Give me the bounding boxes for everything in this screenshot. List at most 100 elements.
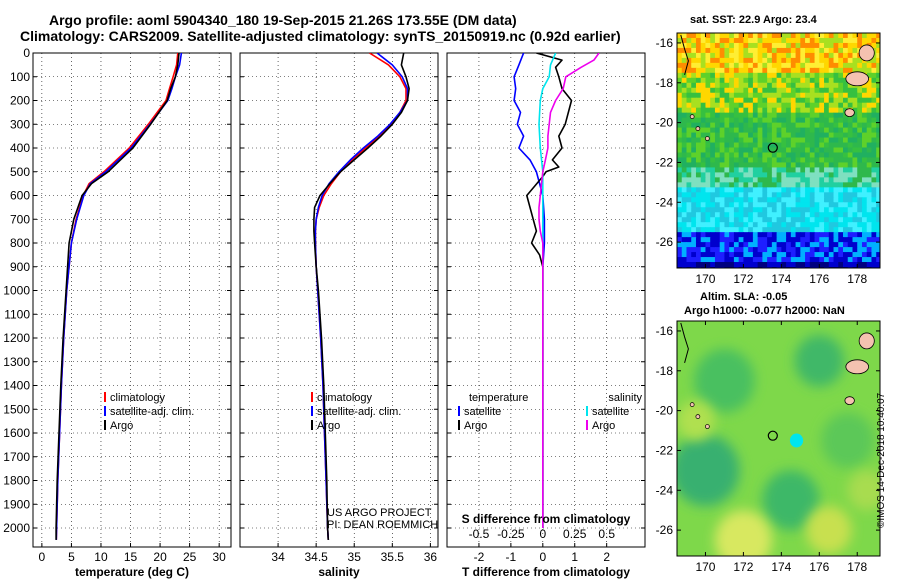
- sst-pixel: [861, 152, 868, 159]
- sst-pixel: [738, 162, 745, 169]
- map-lon-label: 174: [771, 560, 791, 574]
- sst-pixel: [691, 117, 697, 124]
- sst-pixel: [748, 97, 754, 104]
- sst-pixel: [876, 232, 880, 238]
- sst-pixel: [677, 47, 683, 54]
- sst-pixel: [819, 87, 825, 94]
- sst-pixel: [738, 92, 745, 99]
- sst-pixel: [871, 192, 877, 198]
- sst-pixel: [833, 37, 839, 44]
- sst-pixel: [795, 207, 801, 213]
- imos-watermark: ©IMOS 14-Dec-2018 10:40:07: [876, 392, 887, 528]
- sst-pixel: [719, 232, 726, 238]
- sst-pixel: [714, 87, 721, 94]
- sst-pixel: [800, 182, 806, 188]
- sst-pixel: [871, 77, 877, 84]
- sst-pixel: [733, 227, 740, 233]
- sst-pixel: [866, 192, 873, 198]
- sst-pixel: [686, 62, 692, 69]
- series-line-climatology: [55, 53, 179, 540]
- sst-pixel: [719, 177, 726, 183]
- sst-pixel: [738, 57, 745, 64]
- map-lon-label: 176: [809, 272, 829, 286]
- sst-pixel: [743, 182, 749, 188]
- sst-pixel: [838, 132, 844, 139]
- sst-pixel: [852, 102, 858, 109]
- sst-pixel: [876, 122, 880, 129]
- sst-pixel: [795, 187, 801, 193]
- sst-pixel: [762, 92, 768, 99]
- sst-pixel: [790, 127, 797, 134]
- sst-pixel: [776, 252, 782, 258]
- sst-pixel: [762, 37, 768, 44]
- sst-pixel: [838, 192, 844, 198]
- sst-pixel: [695, 147, 702, 154]
- sst-pixel: [700, 227, 707, 233]
- sst-pixel: [828, 107, 835, 114]
- sst-pixel: [771, 47, 778, 54]
- sst-pixel: [819, 187, 825, 193]
- sst-pixel: [705, 122, 711, 129]
- sst-pixel: [771, 227, 778, 233]
- sst-pixel: [828, 217, 835, 223]
- sst-pixel: [871, 182, 877, 188]
- sst-pixel: [738, 242, 745, 248]
- title-line-2: Climatology: CARS2009. Satellite-adjuste…: [20, 28, 621, 44]
- legend-label: climatology: [317, 392, 373, 404]
- sst-pixel: [719, 207, 726, 213]
- map-lat-label: -16: [656, 324, 674, 338]
- sst-pixel: [771, 182, 778, 188]
- sst-pixel: [805, 242, 811, 248]
- sst-pixel: [733, 242, 740, 248]
- sst-pixel: [809, 247, 816, 253]
- sst-pixel: [762, 82, 768, 89]
- sst-pixel: [795, 112, 801, 119]
- sst-pixel: [677, 227, 683, 233]
- sst-pixel: [824, 247, 830, 253]
- sst-pixel: [710, 42, 716, 49]
- sst-pixel: [824, 127, 830, 134]
- sst-pixel: [800, 97, 806, 104]
- sst-pixel: [795, 67, 801, 74]
- map-lon-label: 176: [809, 560, 829, 574]
- sst-pixel: [800, 33, 806, 39]
- sst-pixel: [809, 87, 816, 94]
- sst-pixel: [681, 47, 688, 54]
- sst-pixel: [700, 87, 707, 94]
- sst-pixel: [677, 167, 683, 174]
- sst-pixel: [824, 82, 830, 89]
- sst-pixel: [738, 42, 745, 49]
- sst-pixel: [871, 42, 877, 49]
- sst-pixel: [729, 152, 735, 159]
- sst-pixel: [828, 92, 835, 99]
- sst-pixel: [838, 197, 844, 203]
- sst-pixel: [757, 252, 763, 258]
- sst-pixel: [824, 102, 830, 109]
- sst-pixel: [866, 33, 873, 39]
- sst-pixel: [714, 67, 721, 74]
- sst-pixel: [876, 157, 880, 164]
- sst-pixel: [786, 182, 792, 188]
- sst-pixel: [876, 132, 880, 139]
- sst-pixel: [795, 157, 801, 164]
- sst-pixel: [752, 252, 759, 258]
- sst-pixel: [724, 97, 730, 104]
- x-axis-label: T difference from climatology: [462, 565, 630, 579]
- sst-pixel: [800, 112, 806, 119]
- sst-pixel: [695, 157, 702, 164]
- sst-pixel: [677, 42, 683, 49]
- sst-pixel: [714, 257, 721, 263]
- sst-pixel: [833, 52, 839, 59]
- sst-pixel: [724, 127, 730, 134]
- map-lon-label: 178: [847, 560, 867, 574]
- sst-pixel: [800, 62, 806, 69]
- sst-pixel: [729, 257, 735, 263]
- sst-pixel: [790, 252, 797, 258]
- sst-pixel: [719, 142, 726, 149]
- sst-pixel: [752, 207, 759, 213]
- sst-pixel: [866, 72, 873, 79]
- sst-pixel: [677, 82, 683, 89]
- sst-pixel: [691, 252, 697, 258]
- sst-pixel: [847, 167, 854, 174]
- sst-pixel: [871, 102, 877, 109]
